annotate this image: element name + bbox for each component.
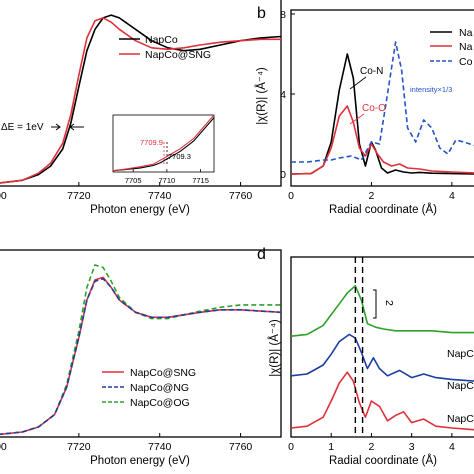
panel-d-series-label: NapC bbox=[447, 348, 474, 360]
panel-a-legend-label: NapCo bbox=[145, 34, 178, 46]
panel-a-xlabel: Photon energy (eV) bbox=[90, 204, 190, 216]
panel-d-series-2 bbox=[290, 371, 474, 431]
panel-c-legend-label: NapCo@OG bbox=[130, 397, 190, 409]
panel-d-scalebar bbox=[373, 289, 377, 319]
panel-b-xlabel: Radial coordinate (Å) bbox=[329, 203, 437, 216]
panel-a-xtick-label: 7720 bbox=[67, 190, 91, 202]
panel-b-xtick-label: 0 bbox=[288, 190, 294, 202]
panel-d-xtick-label: 1 bbox=[328, 441, 334, 453]
panel-c-frame bbox=[0, 249, 282, 438]
panel-a-frame bbox=[0, 0, 282, 187]
panel-d-xtick-label: 2 bbox=[369, 441, 375, 453]
panel-d-series-0 bbox=[290, 285, 474, 337]
panel-b-xtick-label: 2 bbox=[369, 190, 375, 202]
panel-a-series-0 bbox=[0, 14, 282, 184]
panel-d-xtick-label: 3 bbox=[409, 441, 415, 453]
panel-c-series-1 bbox=[0, 277, 282, 436]
panel-b-xtick-label: 4 bbox=[449, 190, 455, 202]
panel-b-series-2 bbox=[291, 41, 474, 163]
panel-c-series-0 bbox=[0, 276, 282, 436]
panel-c-series-2 bbox=[0, 264, 281, 436]
panel-d-xtick-label: 0 bbox=[288, 441, 294, 453]
panel-d-label: d bbox=[257, 246, 266, 263]
panel-d-series-1 bbox=[290, 333, 474, 382]
panel-a-inset-label: 7709.3 bbox=[168, 152, 191, 161]
panel-a-inset-xtick-label: 7710 bbox=[159, 176, 176, 185]
panel-b-annotation-pointer bbox=[349, 113, 365, 125]
panel-d-ylabel: |χ(R)| (Å⁻⁴) bbox=[268, 319, 281, 377]
panel-a-xtick-label: 7760 bbox=[229, 190, 253, 202]
panel-b-annotation-pointer bbox=[349, 76, 367, 90]
panel-c-xtick-label: 7760 bbox=[229, 441, 253, 453]
panel-c-legend-label: NapCo@NG bbox=[130, 382, 189, 394]
panel-c-xlabel: Photon energy (eV) bbox=[90, 455, 190, 467]
panel-b-annotation: Co-O bbox=[362, 103, 386, 114]
panel-d-frame bbox=[290, 256, 474, 438]
panel-b-ytick-label: 8 bbox=[280, 9, 286, 21]
panel-c-legend-label: NapCo@SNG bbox=[130, 367, 196, 379]
panel-a-arrow-right bbox=[51, 123, 61, 131]
panel-a-legend-label: NapCo@SNG bbox=[145, 49, 211, 61]
panel-b-legend-label: Na bbox=[459, 27, 473, 39]
panel-d-series-label: NapC bbox=[447, 380, 474, 392]
panel-b-ytick-label: 0 bbox=[280, 169, 286, 181]
panel-d-series-label: NapC bbox=[447, 413, 474, 425]
panel-a-inset-xtick-label: 7715 bbox=[192, 176, 209, 185]
panel-b-frame bbox=[290, 9, 474, 187]
panel-a-xtick-label: 7740 bbox=[148, 190, 172, 202]
panel-b-label: b bbox=[257, 5, 266, 22]
panel-b-annotation: intensity×1/3 bbox=[410, 85, 452, 94]
panel-a-arrow-left bbox=[69, 123, 84, 131]
panel-c-xtick-label: 7740 bbox=[148, 441, 172, 453]
panel-b-series-1 bbox=[290, 105, 474, 175]
panel-c-xtick-label: 700 bbox=[0, 441, 7, 453]
panel-a-series-1 bbox=[0, 17, 281, 184]
panel-a-inset-xtick-label: 7705 bbox=[125, 176, 142, 185]
panel-c-xtick-label: 7720 bbox=[67, 441, 91, 453]
panel-b-legend-label: Na bbox=[459, 41, 473, 53]
panel-a-inset-series-0 bbox=[112, 117, 215, 172]
panel-a-inset-series-1 bbox=[112, 114, 215, 172]
panel-d-xtick-label: 4 bbox=[449, 441, 455, 453]
panel-a-delta-e: ΔE = 1eV bbox=[1, 122, 44, 133]
panel-d-scalebar-label: 2 bbox=[383, 300, 395, 306]
panel-a-inset-label: 7709.9 bbox=[140, 138, 163, 147]
panel-a-inset-frame bbox=[112, 114, 215, 173]
panel-b-ylabel: |χ(R)| (Å⁻⁴) bbox=[255, 67, 268, 125]
panel-a-xtick-label: 700 bbox=[0, 190, 7, 202]
panel-d-xlabel: Radial coordinate (Å) bbox=[329, 454, 437, 467]
panel-b-ytick-label: 4 bbox=[280, 89, 286, 101]
panel-b-legend-label: Co bbox=[459, 56, 473, 68]
panel-b-annotation: Co-N bbox=[360, 66, 383, 77]
